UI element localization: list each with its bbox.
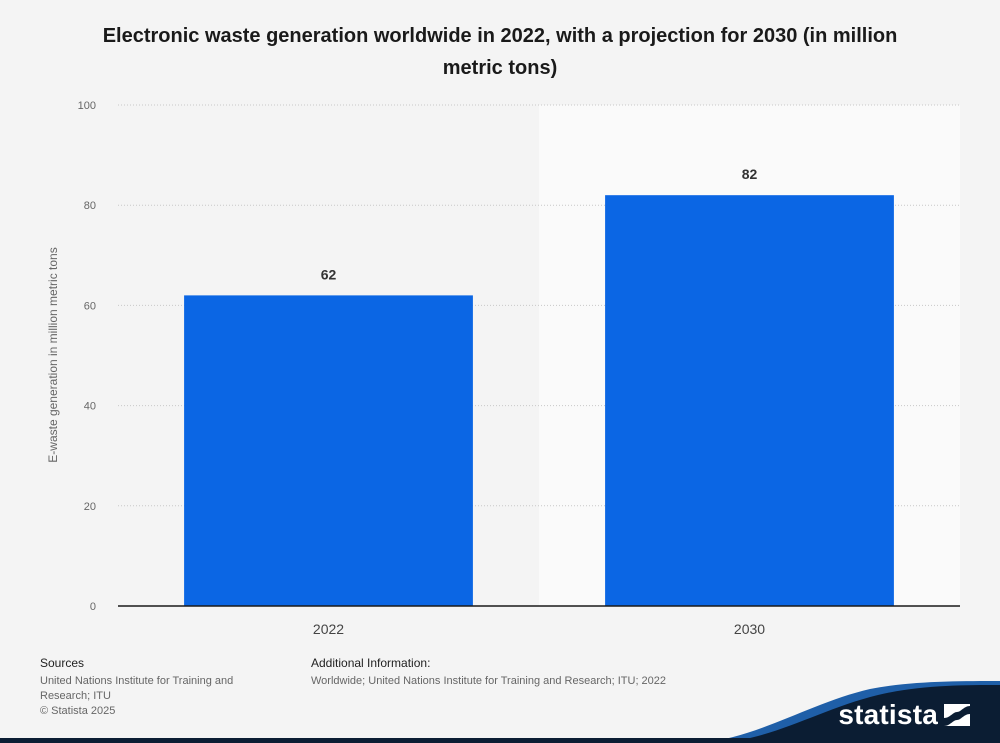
data-label-2030: 82	[742, 166, 758, 182]
statista-logo-text: statista	[838, 699, 938, 730]
y-tick-label-40: 40	[84, 401, 96, 413]
chart-title: Electronic waste generation worldwide in…	[102, 25, 898, 79]
brand-bottom-bar	[0, 738, 1000, 743]
statista-logo-icon	[944, 704, 970, 726]
y-tick-label-100: 100	[78, 100, 96, 112]
y-axis-label: E-waste generation in million metric ton…	[46, 247, 60, 463]
statista-brand-area[interactable]: statista	[700, 681, 1000, 743]
y-tick-label-20: 20	[84, 501, 96, 513]
brand-swoosh	[700, 681, 1000, 743]
additional-info-heading: Additional Information:	[311, 656, 431, 670]
sources-heading: Sources	[40, 656, 85, 670]
data-label-2022: 62	[321, 266, 337, 282]
bar-2022	[184, 295, 473, 606]
bar-2030	[605, 195, 894, 606]
additional-info-text: Worldwide; United Nations Institute for …	[311, 675, 667, 687]
sources-line-1[interactable]: United Nations Institute for Training an…	[40, 675, 234, 702]
sources-line-2: © Statista 2025	[40, 705, 116, 717]
sources-block: Sources United Nations Institute for Tra…	[40, 656, 280, 719]
bar-chart: 0 20 40 60 80 100 62 2022 82 2030	[78, 100, 960, 637]
y-tick-label-80: 80	[84, 200, 96, 212]
y-tick-label-0: 0	[90, 601, 96, 613]
additional-info-block: Additional Information: Worldwide; Unite…	[311, 656, 731, 689]
x-tick-label-2030: 2030	[734, 621, 765, 637]
y-tick-label-60: 60	[84, 300, 96, 312]
x-tick-label-2022: 2022	[313, 621, 344, 637]
